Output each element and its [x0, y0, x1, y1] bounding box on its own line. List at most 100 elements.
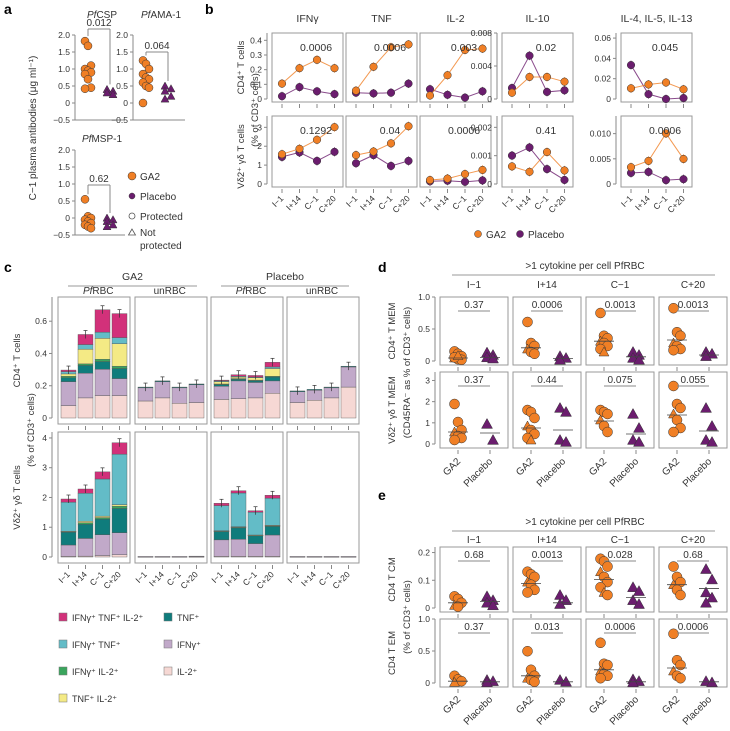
c-bar-segment-tnf_il2 — [77, 521, 94, 523]
legend-placebo-marker — [128, 192, 136, 200]
c-bar-segment-ifng — [60, 381, 77, 406]
b-ga2-line — [429, 169, 483, 181]
b-x-tick-label: I+14 — [358, 193, 377, 212]
e-x-label-ga2: GA2 — [660, 694, 682, 716]
e-timepoint-label: C+20 — [681, 535, 706, 546]
b-y-tick-label: 0.02 — [594, 74, 611, 84]
c-bar-segment-tnf — [264, 376, 281, 382]
e-1-3-p-value: 0.0006 — [678, 622, 709, 633]
b-placebo-point — [404, 156, 413, 165]
e-ga2-point — [675, 589, 686, 601]
b-y-tick-label: 0 — [487, 179, 492, 189]
b-panel-title: IL-10 — [526, 13, 550, 25]
c-panel-frame — [286, 431, 360, 564]
b-placebo-point — [507, 151, 517, 160]
e-ga2-point — [602, 589, 613, 601]
b-y-tick-label: 0.3 — [250, 50, 262, 60]
d-panel-frame — [585, 371, 655, 449]
c-bar-segment-ifng — [77, 372, 94, 399]
c-x-tick-label: I−1 — [56, 569, 72, 585]
b-p-value: 0.0006 — [374, 42, 406, 54]
d-timepoint-label: C−1 — [611, 280, 630, 291]
a-ga2-point — [80, 195, 90, 204]
e-placebo-point — [700, 563, 712, 574]
b-ga2-point — [542, 147, 552, 157]
a-placebo-point — [160, 86, 170, 95]
b-placebo-point — [542, 87, 552, 96]
b-x-tick-label: I−1 — [344, 193, 360, 209]
b-y-axis-label: (% of CD3⁺ cells) — [250, 73, 261, 147]
a-tick-label: 1.0 — [58, 64, 70, 74]
b-ga2-point — [525, 167, 534, 176]
d-ga2-point — [668, 344, 679, 356]
e-placebo-point — [627, 581, 639, 592]
c-x-tick-label: I+14 — [223, 569, 242, 588]
b-ga2-line — [355, 125, 409, 156]
b-y-tick-label: 0 — [606, 179, 611, 189]
b-ga2-point — [312, 135, 322, 144]
a-placebo-point — [160, 94, 170, 103]
b-p-value: 0.41 — [536, 125, 557, 137]
b-placebo-point — [404, 79, 413, 88]
d-placebo-point — [706, 347, 718, 359]
c-bar-segment-ifng_il2 — [77, 363, 94, 366]
b-x-tick-label: I−1 — [418, 193, 434, 209]
b-placebo-point — [312, 87, 322, 96]
d-x-label-ga2: GA2 — [587, 456, 609, 478]
c-legend-swatch-tnf_il2 — [58, 693, 68, 703]
c-bar-segment-ifng — [213, 386, 230, 400]
c-bar-segment-tnf — [60, 531, 77, 546]
b-p-value: 0.0006 — [448, 125, 480, 137]
a-tick-label: 1.0 — [58, 179, 70, 189]
d-x-label-ga2: GA2 — [441, 456, 463, 478]
c-bar-segment-ifng_il2 — [111, 365, 128, 369]
d-ga2-point — [675, 402, 686, 414]
d-y-axis-label: (CD45RA⁻ as % of CD3⁺ cells) — [402, 307, 413, 438]
a-tick-label: −0.5 — [53, 230, 70, 240]
b-placebo-point — [679, 175, 688, 184]
c-bar-segment-ifng — [247, 382, 264, 399]
e-ga2-point — [668, 561, 679, 572]
b-panel-title: IFNγ — [296, 13, 319, 25]
c-legend-label-tnf_il2: TNF⁺ IL-2⁺ — [72, 694, 117, 704]
e-ga2-point — [522, 645, 533, 657]
b-panel-frame — [345, 115, 418, 188]
c-bar-segment-ifng — [213, 539, 230, 557]
d-y-tick-label: 0 — [425, 439, 430, 449]
b-placebo-point — [644, 167, 653, 177]
e-0-1-p-value: 0.0013 — [532, 550, 563, 561]
d-ga2-point — [452, 350, 464, 360]
b-y-tick-label: 0.04 — [594, 53, 611, 63]
c-x-tick-label: C+20 — [101, 569, 123, 591]
b-p-value: 0.04 — [380, 125, 401, 137]
b-panel-frame — [501, 115, 574, 188]
b-placebo-line — [355, 154, 409, 167]
c-bar-segment-ifng — [247, 543, 264, 557]
d-row-label: Vδ2⁺ γδ T MEM — [387, 376, 398, 444]
d-x-label-placebo: Placebo — [681, 456, 715, 490]
e-placebo-point — [554, 598, 566, 609]
b-ga2-point — [386, 43, 396, 52]
e-x-label-placebo: Placebo — [462, 694, 496, 728]
c-bar-segment-ifng_il2 — [77, 522, 94, 525]
d-panel-frame — [658, 371, 728, 449]
c-bar-segment-tnf — [247, 535, 264, 544]
c-bar-segment-ifng — [60, 544, 77, 557]
d-ga2-point — [602, 408, 613, 420]
b-p-value: 0.02 — [536, 42, 557, 54]
b-placebo-point — [478, 87, 487, 96]
c-row-label: CD4⁺ T cells — [12, 333, 23, 387]
a-subplot-title: PfAMA-1 — [141, 10, 181, 21]
d-ga2-point — [602, 426, 613, 438]
b-placebo-point — [312, 156, 322, 165]
e-row-label: CD4 T EM — [387, 631, 398, 675]
b-ga2-line — [630, 82, 684, 90]
b-ga2-point — [478, 44, 487, 53]
e-ga2-point — [522, 587, 533, 598]
c-group-label: Placebo — [266, 271, 304, 283]
e-ga2-point — [449, 676, 460, 687]
e-ga2-point — [595, 672, 606, 684]
c-y-tick-label: 1 — [42, 522, 47, 532]
d-placebo-point — [560, 405, 572, 417]
c-x-tick-label: I+14 — [70, 569, 89, 588]
